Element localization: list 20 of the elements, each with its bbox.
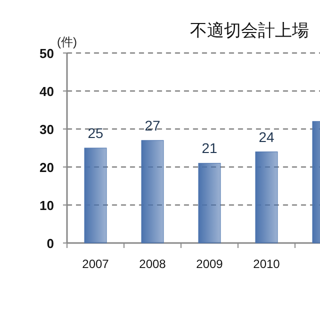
x-tick-label: 2010 — [253, 257, 280, 271]
y-tick-label: 30 — [40, 122, 54, 137]
x-tick-label: 2007 — [82, 257, 110, 271]
bar — [84, 148, 107, 244]
chart-title: 不適切会計上場 — [190, 21, 309, 40]
data-label: 24 — [258, 128, 274, 145]
y-axis-title: (件) — [57, 35, 77, 49]
x-tick-label: 2008 — [139, 257, 166, 271]
bar — [141, 140, 164, 244]
data-label: 27 — [144, 117, 160, 134]
bar — [198, 162, 221, 244]
y-tick-label: 10 — [40, 198, 54, 213]
y-tick-label: 0 — [46, 236, 54, 251]
y-tick-label: 40 — [40, 84, 54, 99]
y-tick-label: 20 — [40, 160, 54, 175]
bar — [255, 152, 278, 244]
data-label: 21 — [202, 140, 218, 156]
x-tick-label: 2009 — [196, 257, 224, 271]
y-tick-label: 50 — [40, 46, 54, 61]
data-label: 25 — [88, 125, 104, 141]
